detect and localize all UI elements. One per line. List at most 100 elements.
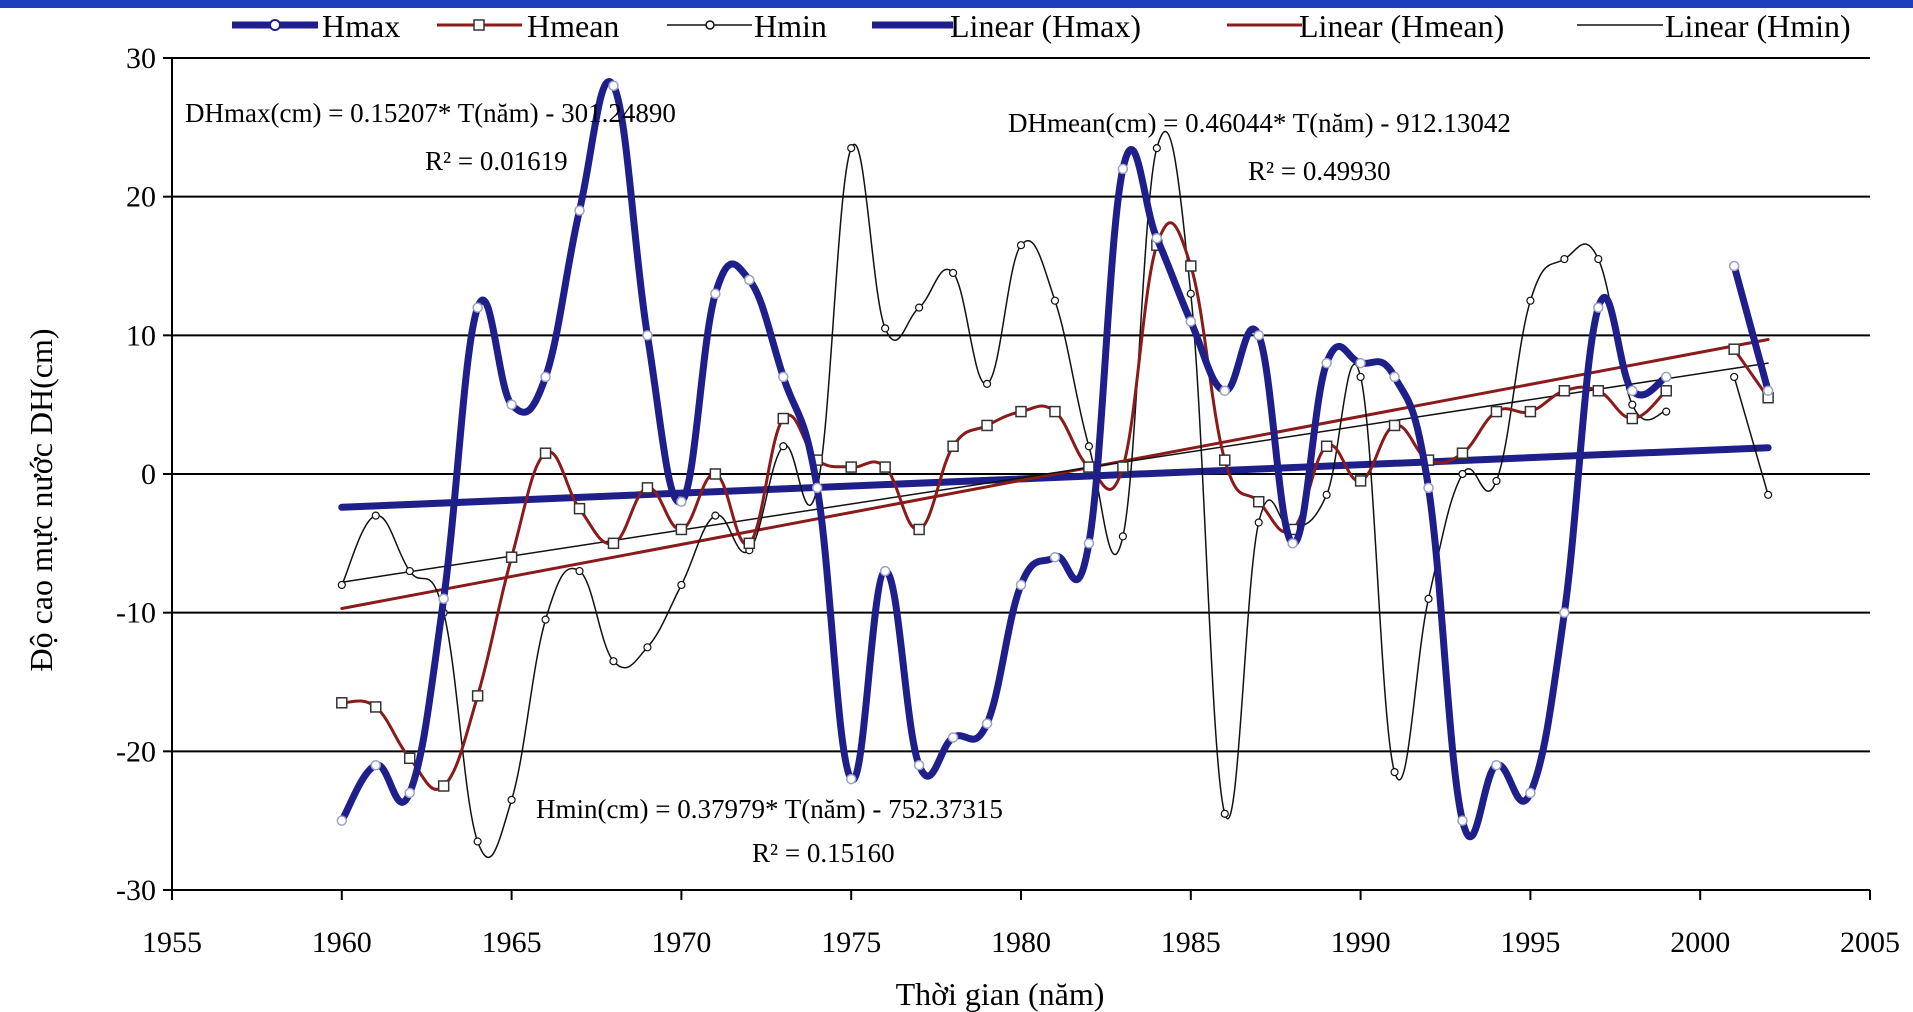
data-point-hmean [1626,412,1639,425]
legend-label-linear-hmin: Linear (Hmin) [1665,8,1851,44]
data-point-hmean [1592,385,1605,397]
data-point-hmean [709,468,722,480]
data-point-hmax [744,274,755,286]
y-axis-ticks: -30 -20 -10 0 10 20 30 [116,42,172,907]
data-point-hmax [1151,233,1163,244]
legend-marker-hmax [269,19,281,31]
data-point-hmax [472,302,483,313]
data-point-hmean [675,523,688,536]
data-point-hmax [1219,385,1231,397]
data-point-hmax [1627,385,1638,397]
r-squared-hmin: R² = 0.15160 [752,838,895,868]
data-point-hmean [1524,405,1537,418]
data-point-hmax [1593,302,1604,313]
data-point-hmin [1050,296,1060,305]
data-point-hmax [574,205,585,216]
y-tick-label: 20 [126,181,156,214]
y-tick-label: -20 [116,735,156,768]
series-line-hmax [1730,262,1772,395]
trend-equations: DHmax(cm) = 0.15207* T(năm) - 301.24890 … [185,98,1511,868]
r-squared-hmean: R² = 0.49930 [1248,156,1391,186]
data-point-hmax [947,732,959,743]
data-point-hmin [575,566,584,576]
data-point-hmax [1083,538,1095,549]
data-point-hmax [1355,357,1366,369]
data-point-hmean [641,482,654,494]
data-point-hmax [370,759,382,771]
legend-label-linear-hmean: Linear (Hmean) [1299,8,1504,44]
y-tick-label: 30 [126,42,156,75]
data-point-hmean [1015,405,1027,418]
data-point-hmean [1558,385,1571,397]
data-point-hmax [1559,607,1570,618]
data-point-hmean [1456,447,1469,459]
data-point-hmin [405,566,414,576]
legend: Hmax Hmean Hmin Linear (Hmax) Linear (Hm… [232,8,1851,44]
data-point-hmax [879,565,891,577]
data-point-hmin [1730,372,1739,382]
data-point-hmin [473,837,482,846]
data-point-hmax [404,787,415,799]
data-point-hmean [1320,440,1333,453]
series-hmin [337,130,1773,858]
data-point-hmax [1491,759,1502,771]
data-point-hmean [1219,454,1231,466]
data-point-hmax [1185,316,1197,327]
data-point-hmin [1254,518,1263,527]
data-point-hmin [609,657,618,666]
data-point-hmax [1762,385,1774,397]
data-point-hmean [505,551,518,563]
data-point-hmax [1525,787,1536,799]
y-tick-label: 0 [141,458,156,491]
x-tick-label: 1960 [312,926,372,959]
data-point-hmax [1389,371,1400,383]
legend-item-hmean: Hmean [437,8,619,44]
series-linear-hmean [340,338,1770,610]
data-point-hmin [1220,809,1229,818]
data-point-hmin [1560,254,1569,264]
data-point-hmean [573,502,586,515]
data-point-hmax [1015,579,1027,591]
data-point-hmin [337,580,346,590]
x-tick-label: 2005 [1840,926,1900,959]
data-point-hmin [1492,476,1501,486]
data-point-hmin [371,511,380,520]
legend-item-linear-hmin: Linear (Hmin) [1577,8,1851,44]
y-tick-label: -30 [116,874,156,907]
data-point-hmin [1084,442,1094,451]
x-tick-label: 1990 [1331,926,1391,959]
r-squared-hmax: R² = 0.01619 [425,146,568,176]
data-point-hmin [1424,594,1433,603]
legend-marker-hmean [473,19,485,31]
data-point-hmean [1728,343,1740,355]
data-point-hmin [1458,469,1467,479]
data-point-hmin [1628,400,1637,409]
data-point-hmin [1526,296,1535,305]
series-line-hmax [338,78,1670,841]
equation-hmean: DHmean(cm) = 0.46044* T(năm) - 912.13042 [1008,108,1511,138]
x-tick-label: 1955 [142,926,202,959]
data-point-hmin [1764,490,1773,499]
data-point-hmean [845,461,857,473]
data-point-hmean [1117,461,1129,473]
x-tick-label: 1980 [991,926,1051,959]
data-point-hmin [1152,144,1161,153]
legend-label-hmax: Hmax [322,8,400,44]
series-linear-hmin [341,362,1769,583]
data-point-hmin [915,303,924,312]
series-line-hmean [1732,347,1770,400]
data-point-hmax [845,773,857,785]
data-point-hmin [1016,241,1026,250]
data-point-hmax [1253,330,1264,341]
data-point-hmean [607,537,620,550]
data-point-hmax [1660,371,1672,383]
data-point-hmax [1457,815,1468,826]
series-linear-hmax [338,444,1772,511]
data-point-hmean [370,701,382,713]
x-axis-title: Thời gian (năm) [896,976,1105,1012]
data-point-hmean [913,523,925,536]
data-point-hmean [1354,475,1367,487]
data-point-hmax [1049,551,1061,563]
